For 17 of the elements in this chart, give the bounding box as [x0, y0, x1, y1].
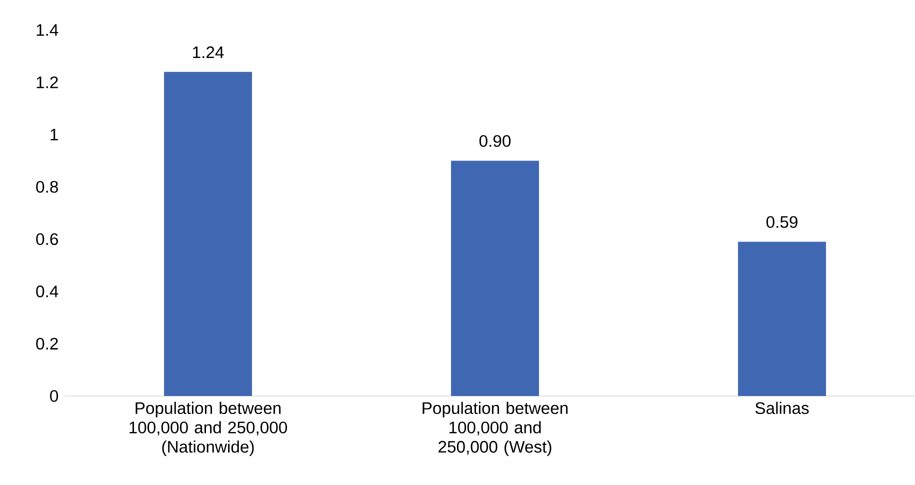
y-tick-label: 0.2: [36, 338, 58, 350]
y-tick-label: 0.8: [36, 180, 58, 193]
bar: [451, 160, 540, 396]
y-tick-label: 0.4: [36, 286, 58, 298]
data-label: 0.59: [766, 216, 798, 228]
bar: [164, 72, 252, 396]
y-tick-label: 1.4: [36, 24, 58, 36]
data-label: 0.90: [479, 135, 511, 147]
x-tick-label: Population between 100,000 and 250,000 (West): [422, 402, 568, 456]
y-tick-label: 1.2: [36, 76, 58, 88]
y-tick-label: 0.6: [36, 233, 58, 246]
x-tick-label: Salinas: [755, 402, 809, 414]
data-label: 1.24: [193, 46, 224, 58]
x-tick-label: Population between 100,000 and 250,000 (Nationwide): [130, 402, 288, 456]
bar: [738, 242, 826, 396]
y-tick-label: 1: [50, 128, 58, 140]
y-tick-label: 0: [50, 390, 58, 402]
